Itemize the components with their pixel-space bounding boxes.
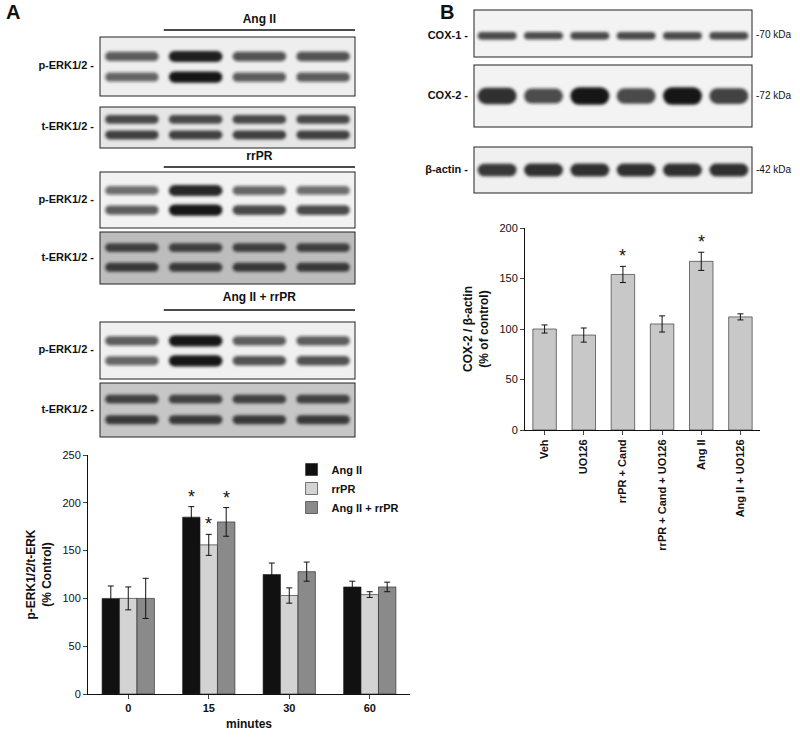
svg-text:60: 60 — [364, 702, 376, 714]
svg-text:250: 250 — [62, 449, 80, 461]
svg-text:30: 30 — [283, 702, 295, 714]
svg-text:50: 50 — [506, 373, 518, 385]
svg-text:150: 150 — [62, 544, 80, 556]
svg-text:β-actin -: β-actin - — [425, 163, 468, 175]
svg-text:*: * — [205, 514, 212, 534]
svg-text:COX-2 / β-actin(% of control): COX-2 / β-actin(% of control) — [461, 286, 491, 372]
svg-text:Ang II: Ang II — [332, 464, 363, 476]
svg-text:minutes: minutes — [226, 717, 272, 731]
svg-text:*: * — [619, 246, 626, 266]
svg-text:Ang II: Ang II — [695, 439, 707, 470]
svg-text:Ang II + rrPR: Ang II + rrPR — [223, 290, 296, 304]
svg-text:COX-2 -: COX-2 - — [428, 89, 469, 101]
svg-text:*: * — [223, 488, 230, 508]
svg-text:-72 kDa: -72 kDa — [756, 90, 791, 101]
svg-text:-42 kDa: -42 kDa — [756, 164, 791, 175]
svg-text:A: A — [6, 1, 20, 23]
svg-text:150: 150 — [499, 272, 517, 284]
svg-text:0: 0 — [75, 688, 81, 700]
svg-text:-70 kDa: -70 kDa — [756, 29, 791, 40]
svg-text:COX-1 -: COX-1 - — [428, 29, 469, 41]
svg-text:rrPR + Cand: rrPR + Cand — [616, 439, 628, 503]
svg-text:rrPR: rrPR — [246, 149, 272, 163]
svg-text:p-ERK1/2/t-ERK(% Control): p-ERK1/2/t-ERK(% Control) — [24, 529, 54, 619]
svg-text:t-ERK1/2 -: t-ERK1/2 - — [41, 403, 94, 415]
svg-text:t-ERK1/2 -: t-ERK1/2 - — [41, 251, 94, 263]
svg-text:100: 100 — [499, 323, 517, 335]
svg-text:t-ERK1/2 -: t-ERK1/2 - — [41, 120, 94, 132]
svg-text:UO126: UO126 — [577, 439, 589, 474]
svg-text:200: 200 — [62, 497, 80, 509]
svg-text:rrPR + Cand + UO126: rrPR + Cand + UO126 — [656, 439, 668, 550]
svg-text:p-ERK1/2 -: p-ERK1/2 - — [38, 343, 94, 355]
svg-text:*: * — [188, 487, 195, 507]
svg-text:Ang II + rrPR: Ang II + rrPR — [332, 502, 399, 514]
svg-text:100: 100 — [62, 592, 80, 604]
svg-text:15: 15 — [203, 702, 215, 714]
svg-text:rrPR: rrPR — [332, 483, 356, 495]
svg-text:p-ERK1/2 -: p-ERK1/2 - — [38, 193, 94, 205]
svg-text:200: 200 — [499, 222, 517, 234]
svg-text:p-ERK1/2 -: p-ERK1/2 - — [38, 59, 94, 71]
svg-text:Ang II: Ang II — [243, 12, 276, 26]
svg-text:*: * — [698, 232, 705, 252]
svg-text:0: 0 — [125, 702, 131, 714]
svg-text:0: 0 — [512, 424, 518, 436]
svg-text:Ang II + UO126: Ang II + UO126 — [734, 439, 746, 517]
svg-text:B: B — [440, 1, 454, 23]
svg-text:50: 50 — [69, 640, 81, 652]
svg-text:Veh: Veh — [538, 439, 550, 459]
